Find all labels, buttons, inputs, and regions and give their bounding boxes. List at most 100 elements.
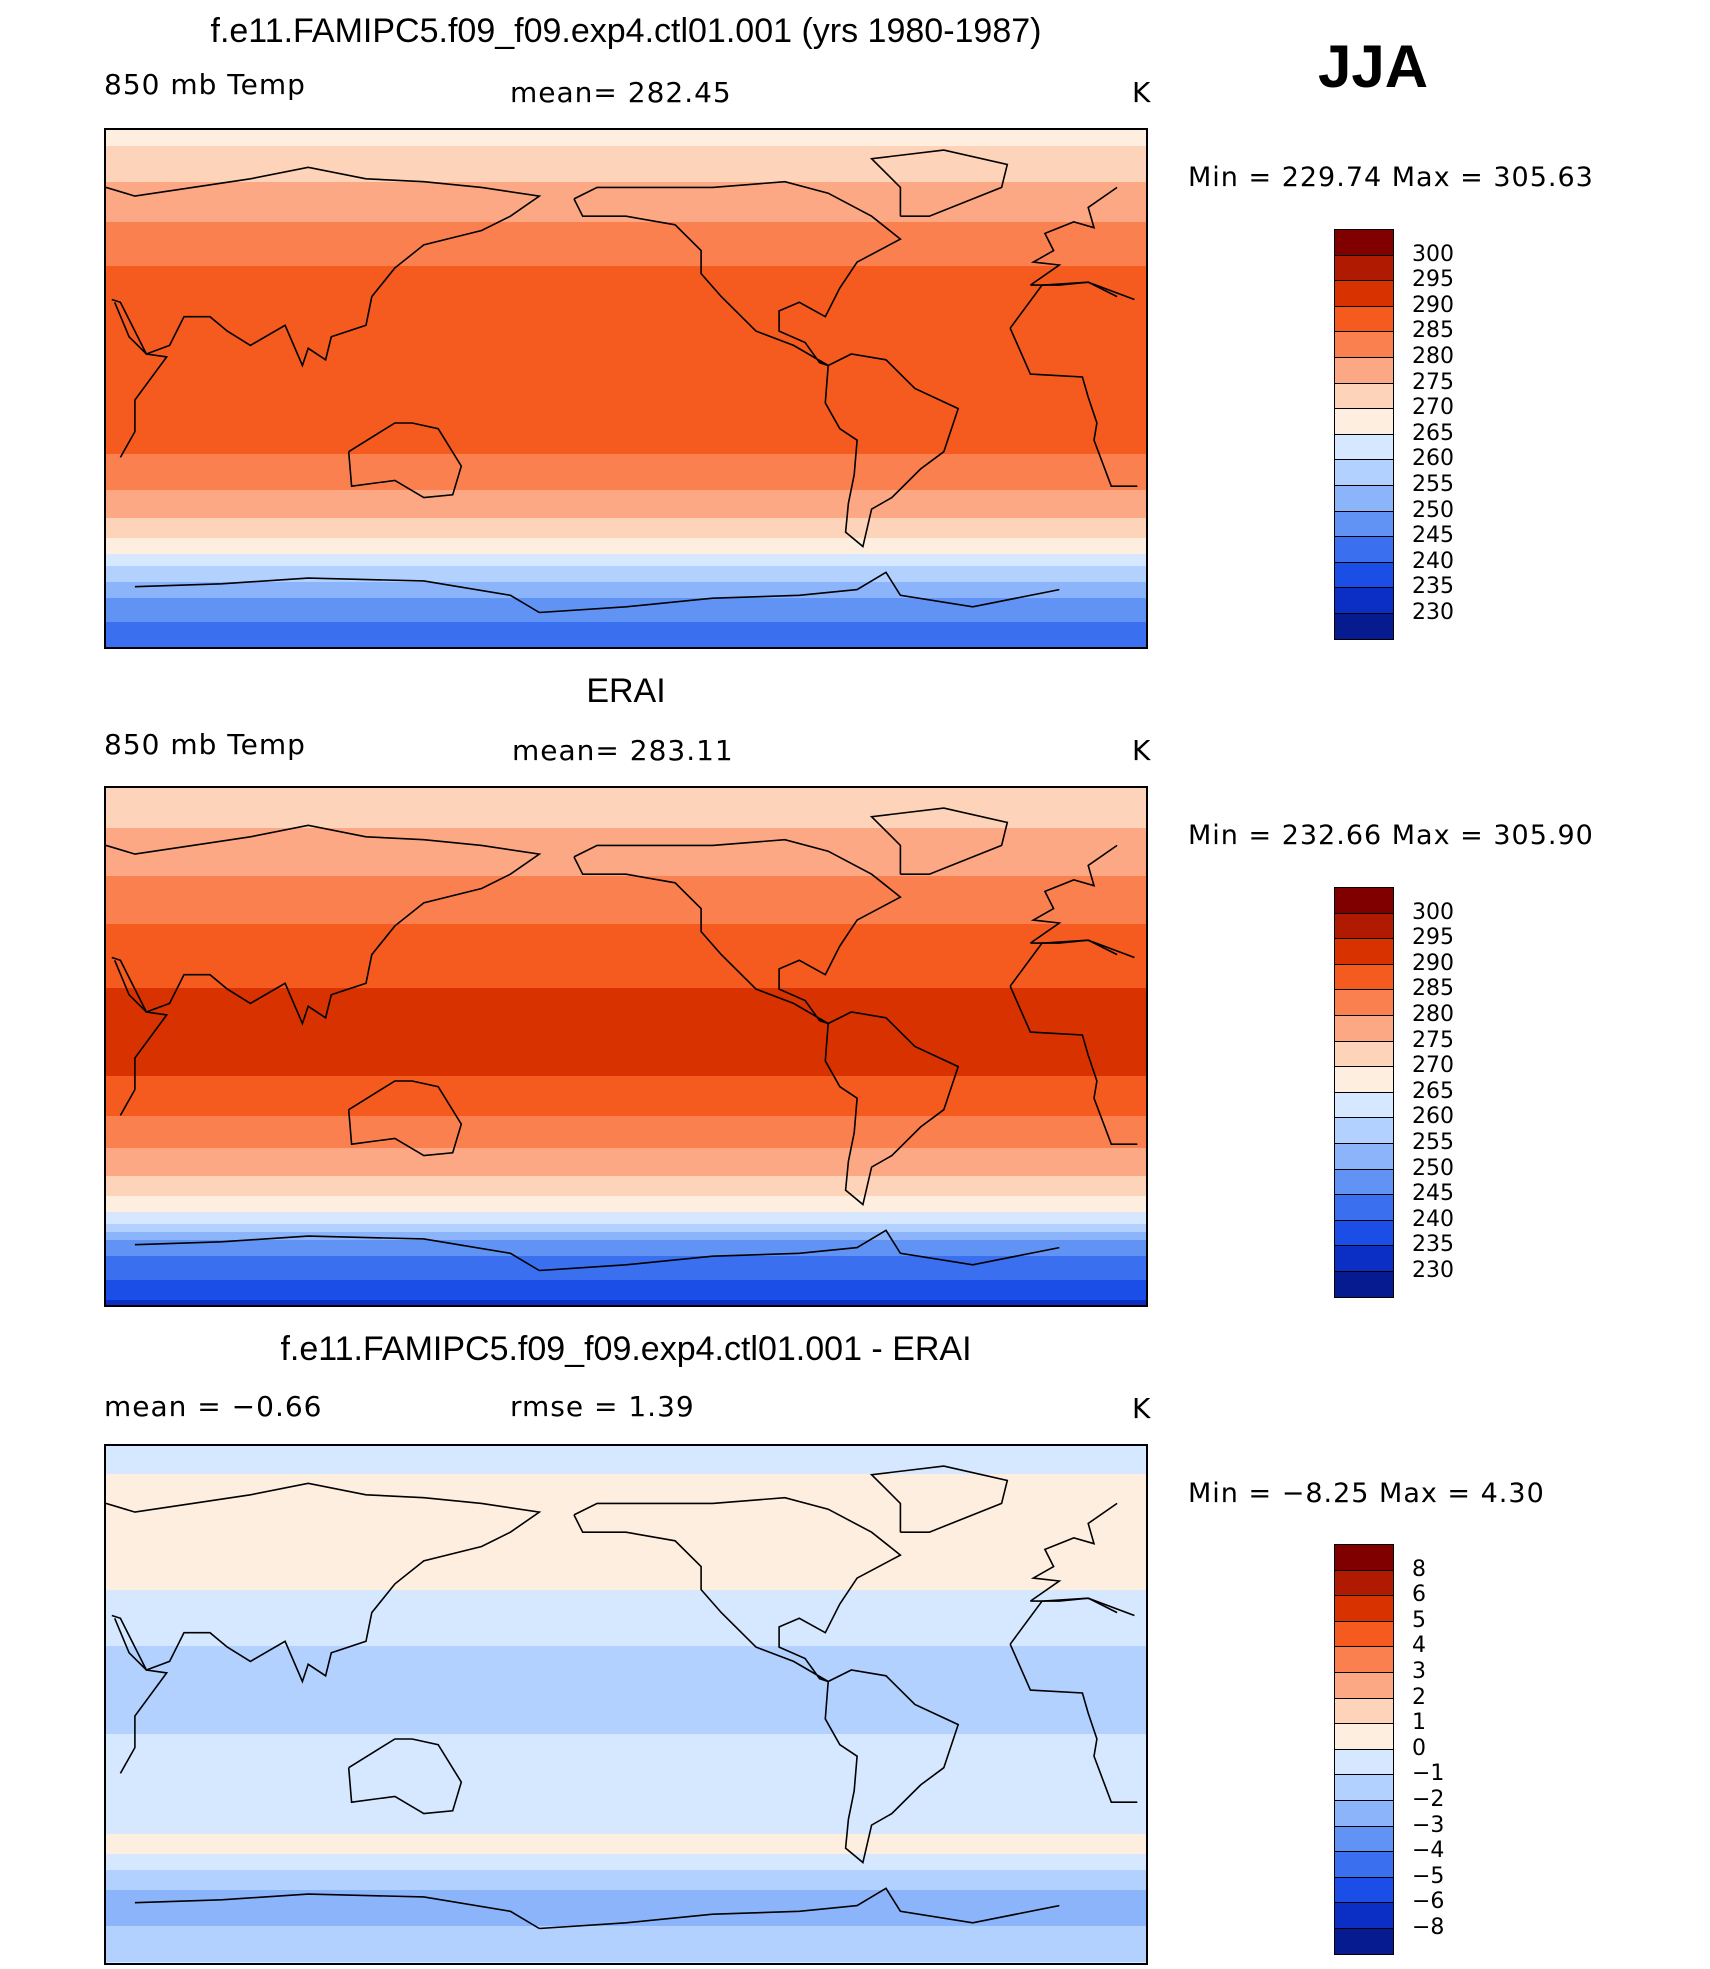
colorbar-tick-label: −5	[1412, 1863, 1445, 1889]
zonal-band	[106, 1152, 1146, 1157]
zonal-band	[106, 1466, 1146, 1471]
zonal-band	[106, 1068, 1146, 1073]
zonal-band	[106, 282, 1146, 287]
zonal-band	[106, 1626, 1146, 1631]
zonal-band	[106, 1144, 1146, 1149]
zonal-band	[106, 534, 1146, 539]
zonal-band	[106, 1630, 1146, 1635]
zonal-band	[106, 1132, 1146, 1137]
zonal-band	[106, 1454, 1146, 1459]
min-max-label: Min = 229.74 Max = 305.63	[1188, 162, 1594, 193]
zonal-band	[106, 378, 1146, 383]
zonal-band	[106, 374, 1146, 379]
zonal-band	[106, 1686, 1146, 1691]
zonal-band	[106, 1946, 1146, 1951]
zonal-band	[106, 1554, 1146, 1559]
zonal-band	[106, 1690, 1146, 1695]
colorbar-swatch	[1334, 510, 1394, 538]
zonal-band	[106, 964, 1146, 969]
map-erai-temperature	[104, 786, 1148, 1307]
zonal-band	[106, 290, 1146, 295]
zonal-band	[106, 1962, 1146, 1963]
colorbar-swatch	[1334, 1672, 1394, 1699]
zonal-band	[106, 836, 1146, 841]
zonal-band	[106, 1276, 1146, 1281]
colorbar-swatch	[1334, 1620, 1394, 1648]
coastline	[869, 807, 1009, 875]
coastline	[347, 1080, 463, 1157]
mean-label: mean= 283.11	[512, 734, 734, 767]
zonal-band	[106, 860, 1146, 865]
panel-title: f.e11.FAMIPC5.f09_f09.exp4.ctl01.001 (yr…	[210, 12, 1042, 50]
zonal-band	[106, 1192, 1146, 1197]
zonal-band	[106, 646, 1146, 647]
zonal-band	[106, 1934, 1146, 1939]
colorbar-tick-label: 235	[1412, 574, 1454, 600]
zonal-band	[106, 1682, 1146, 1687]
zonal-band	[106, 1482, 1146, 1487]
zonal-band	[106, 1032, 1146, 1037]
zonal-band	[106, 968, 1146, 973]
colorbar-swatch	[1334, 1876, 1394, 1904]
zonal-band	[106, 506, 1146, 511]
zonal-band	[106, 816, 1146, 821]
zonal-band	[106, 402, 1146, 407]
zonal-band	[106, 1702, 1146, 1707]
colorbar-swatch	[1334, 989, 1394, 1016]
zonal-band	[106, 1486, 1146, 1491]
zonal-band	[106, 354, 1146, 359]
zonal-band	[106, 1798, 1146, 1803]
zonal-band	[106, 406, 1146, 411]
zonal-band	[106, 430, 1146, 435]
zonal-band	[106, 1562, 1146, 1567]
zonal-band	[106, 262, 1146, 267]
mean-label: mean= 282.45	[510, 76, 732, 109]
zonal-band	[106, 852, 1146, 857]
colorbar-swatch	[1334, 1928, 1394, 1955]
zonal-band	[106, 330, 1146, 335]
zonal-band	[106, 1478, 1146, 1483]
zonal-band	[106, 868, 1146, 873]
coastline	[573, 180, 902, 367]
zonal-band	[106, 1838, 1146, 1843]
zonal-band	[106, 222, 1146, 227]
zonal-band	[106, 1490, 1146, 1495]
zonal-band	[106, 198, 1146, 203]
zonal-band	[106, 1116, 1146, 1121]
zonal-band	[106, 1722, 1146, 1727]
colorbar-swatch	[1334, 1825, 1394, 1853]
zonal-band	[106, 1044, 1146, 1049]
zonal-band	[106, 888, 1146, 893]
zonal-band	[106, 1922, 1146, 1927]
zonal-band	[106, 1794, 1146, 1799]
zonal-band	[106, 1638, 1146, 1643]
zonal-band	[106, 1004, 1146, 1009]
zonal-band	[106, 1128, 1146, 1133]
zonal-band	[106, 1870, 1146, 1875]
zonal-band	[106, 1914, 1146, 1919]
zonal-band	[106, 940, 1146, 945]
zonal-band	[106, 1056, 1146, 1061]
zonal-band	[106, 558, 1146, 563]
colorbar-swatch	[1334, 382, 1394, 410]
zonal-band	[106, 298, 1146, 303]
colorbar-tick-label: 240	[1412, 548, 1454, 574]
zonal-band	[106, 1244, 1146, 1249]
zonal-band	[106, 626, 1146, 631]
zonal-band	[106, 1172, 1146, 1177]
zonal-band	[106, 314, 1146, 319]
zonal-band	[106, 1280, 1146, 1285]
colorbar-tick-label: 4	[1412, 1633, 1426, 1659]
coastline	[113, 301, 169, 458]
zonal-band	[106, 1818, 1146, 1823]
zonal-band	[106, 1474, 1146, 1479]
colorbar-tick-label: 260	[1412, 1104, 1454, 1130]
colorbar-tick-label: 270	[1412, 1053, 1454, 1079]
colorbar-tick-label: 255	[1412, 1130, 1454, 1155]
colorbar-tick-label: 280	[1412, 344, 1454, 369]
zonal-band	[106, 1048, 1146, 1053]
colorbar-swatch	[1334, 459, 1394, 486]
units-label: K	[1132, 76, 1152, 109]
zonal-band	[106, 1730, 1146, 1735]
zonal-band	[106, 1858, 1146, 1863]
